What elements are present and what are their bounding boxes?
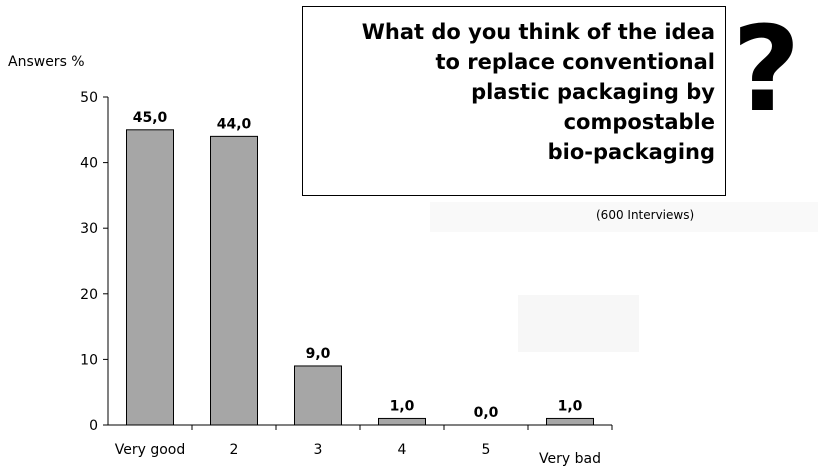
category-label: 3 bbox=[314, 442, 323, 458]
y-axis-ticks: 0 10 20 30 40 50 bbox=[80, 90, 108, 434]
question-line-5: bio-packaging bbox=[547, 140, 715, 164]
bar bbox=[294, 365, 342, 426]
question-box: What do you think of the idea to replace… bbox=[302, 6, 726, 196]
bar bbox=[546, 417, 594, 426]
y-tick-label: 50 bbox=[80, 90, 98, 106]
y-tick-label: 10 bbox=[80, 352, 98, 368]
data-label: 45,0 bbox=[133, 110, 168, 126]
data-labels: 45,0 44,0 9,0 1,0 0,0 1,0 bbox=[133, 110, 583, 421]
background-patch bbox=[518, 295, 639, 352]
category-label: Very bad bbox=[539, 451, 601, 467]
interviews-note: (600 Interviews) bbox=[596, 208, 695, 222]
data-label: 1,0 bbox=[558, 398, 583, 414]
bar bbox=[210, 135, 258, 426]
data-label: 1,0 bbox=[390, 398, 415, 414]
question-mark-icon: ? bbox=[732, 0, 801, 138]
data-label: 9,0 bbox=[306, 346, 331, 362]
category-label: 5 bbox=[482, 442, 491, 458]
question-line-3: plastic packaging by bbox=[471, 80, 715, 104]
y-tick-label: 40 bbox=[80, 156, 98, 172]
y-tick-label: 30 bbox=[80, 221, 98, 237]
data-label: 0,0 bbox=[474, 405, 499, 421]
category-label: 2 bbox=[230, 442, 239, 458]
y-axis-label: Answers % bbox=[8, 54, 85, 70]
category-labels: Very good 2 3 4 5 Very bad bbox=[115, 442, 601, 467]
category-label: 4 bbox=[398, 442, 407, 458]
question-line-2: to replace conventional bbox=[435, 50, 715, 74]
y-tick-label: 0 bbox=[89, 418, 98, 434]
data-label: 44,0 bbox=[217, 116, 252, 132]
question-line-4: compostable bbox=[563, 110, 715, 134]
bar bbox=[126, 129, 174, 426]
question-line-1: What do you think of the idea bbox=[361, 20, 715, 44]
category-label: Very good bbox=[115, 442, 186, 458]
y-tick-label: 20 bbox=[80, 287, 98, 303]
bar bbox=[378, 417, 426, 426]
note-background bbox=[430, 202, 818, 232]
bars bbox=[126, 129, 613, 430]
